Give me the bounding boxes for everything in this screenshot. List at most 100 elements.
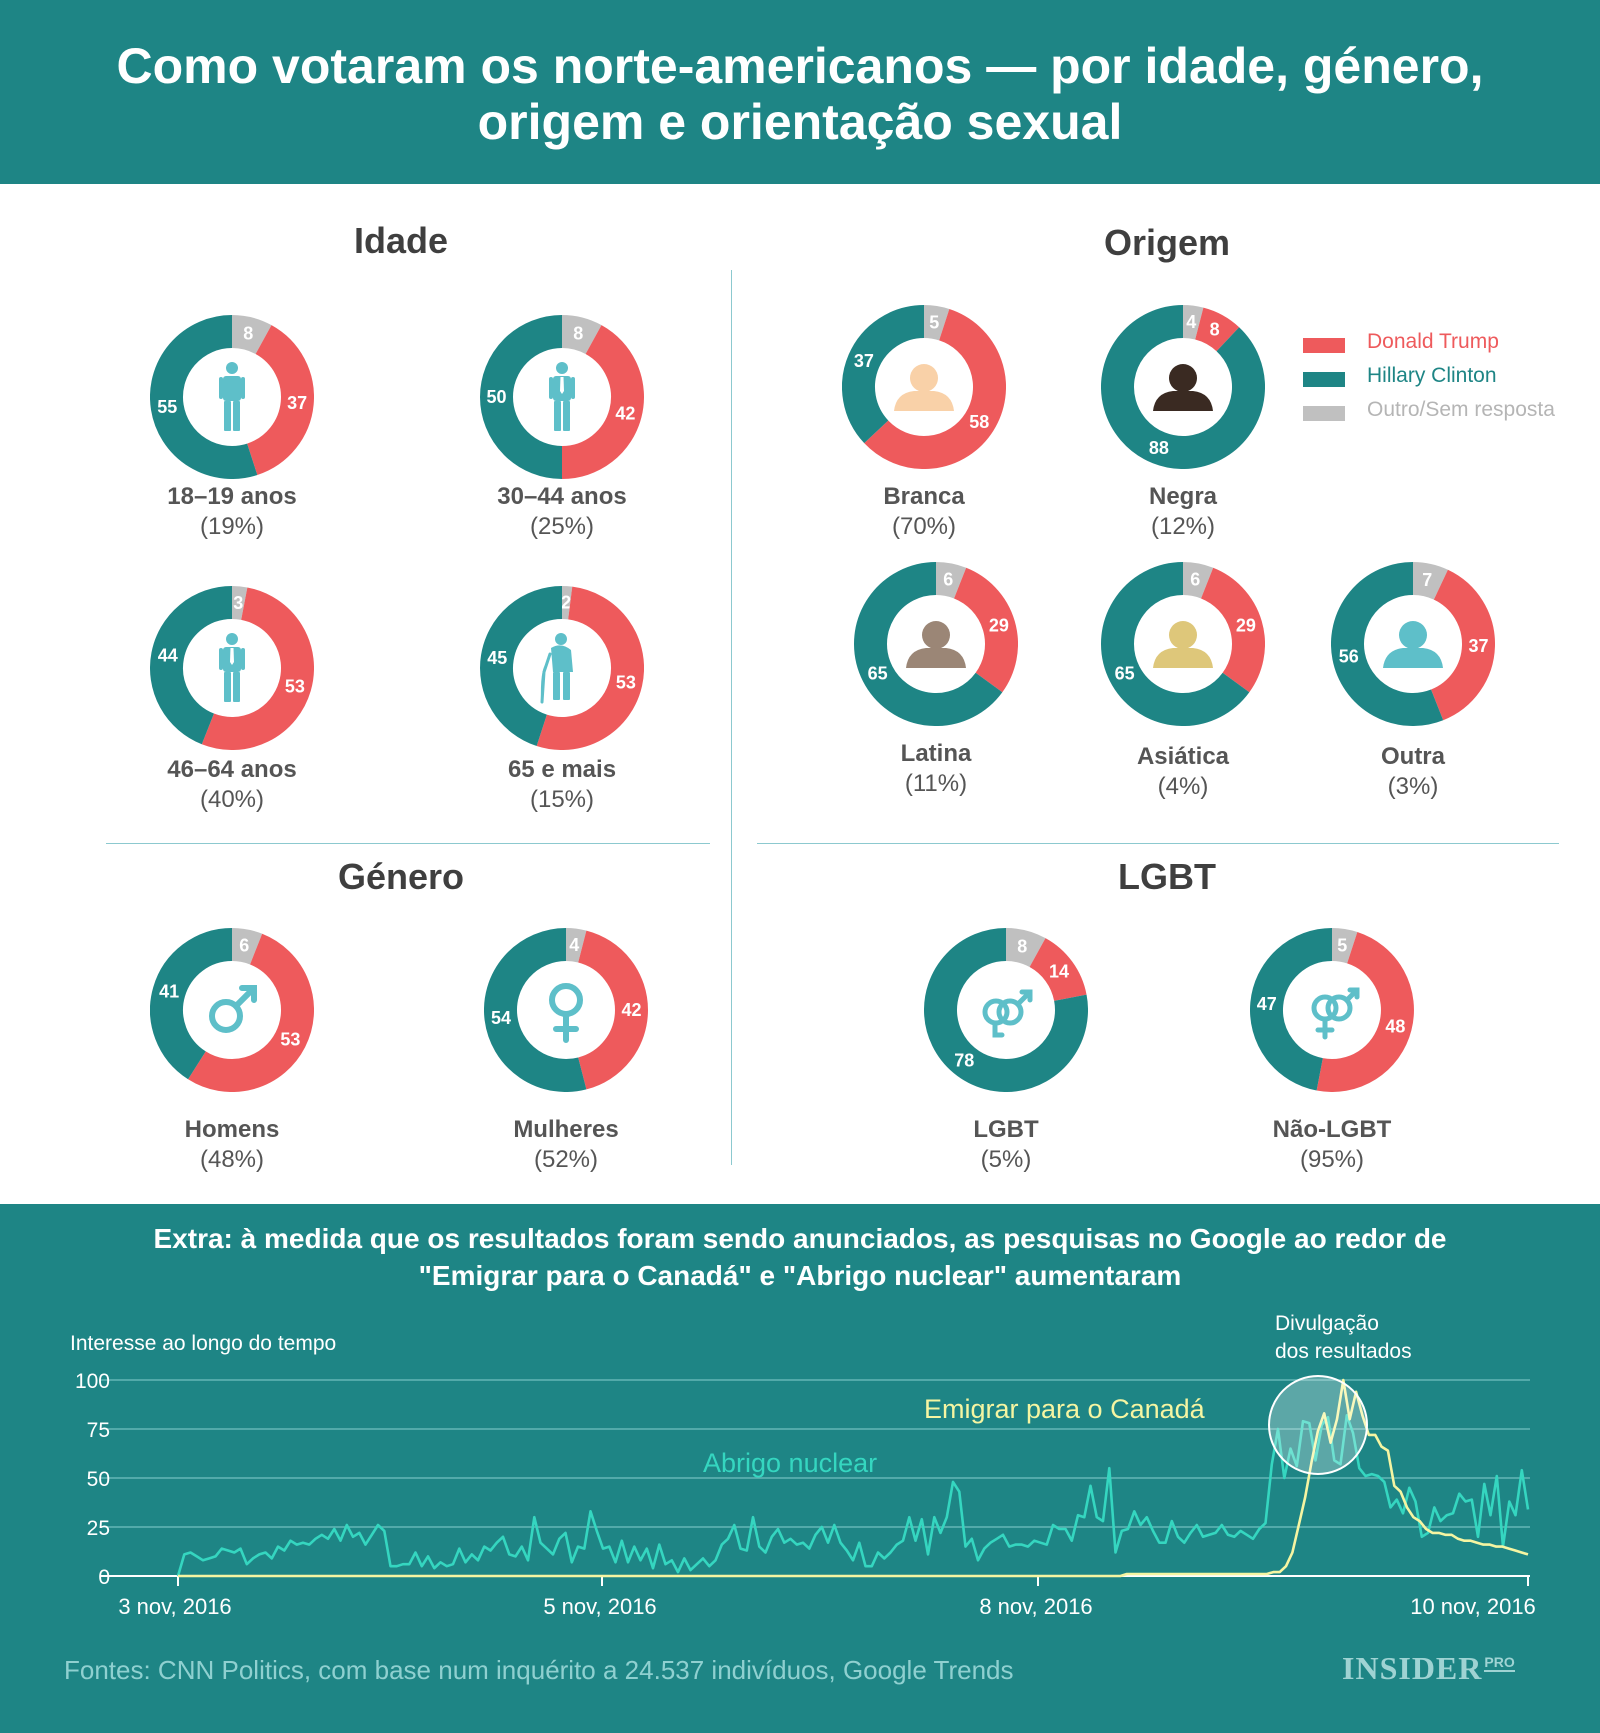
slice-clinton [924, 928, 1088, 1092]
value-clinton: 65 [1115, 664, 1135, 684]
donut-a4: 2 53 45 [480, 586, 644, 750]
value-clinton: 56 [1339, 646, 1359, 666]
group-share: (19%) [199, 513, 265, 540]
results-annotation: Divulgação dos resultados [1275, 1312, 1412, 1363]
group-share: (48%) [199, 1146, 265, 1173]
value-trump: 29 [989, 616, 1009, 636]
donut-a2: 8 42 50 [480, 315, 644, 479]
value-trump: 37 [287, 393, 307, 413]
y-tick-label: 25 [87, 1517, 110, 1540]
donut-label-a2: 30–44 anos (25%) [442, 482, 682, 542]
group-name: LGBT [973, 1116, 1039, 1143]
slice-clinton [842, 305, 925, 444]
elderly-person-cane-icon [540, 633, 573, 704]
insider-pro-logo: INSIDER PRO [1342, 1650, 1515, 1687]
value-clinton: 37 [854, 351, 874, 371]
section-title-age: Idade [353, 220, 449, 261]
sources-note: Fontes: CNN Politics, com base num inqué… [64, 1655, 1014, 1685]
group-name: Não-LGBT [1272, 1116, 1392, 1143]
value-other: 8 [243, 324, 253, 344]
value-trump: 29 [1236, 616, 1256, 636]
y-tick-label: 100 [75, 1370, 110, 1393]
line-abrigo-nuclear [176, 1414, 1530, 1577]
slice-clinton [1101, 305, 1265, 469]
male-symbol-icon [209, 985, 257, 1033]
y-axis-label: Interesse ao longo do tempo [70, 1332, 336, 1355]
legend-swatch-clinton [1303, 372, 1345, 387]
group-share: (4%) [1157, 773, 1209, 800]
logo-text: INSIDER [1342, 1650, 1483, 1686]
value-clinton: 44 [158, 646, 178, 666]
middle-aged-person-icon [219, 633, 245, 702]
donut-g1: 6 53 41 [150, 928, 314, 1092]
slice-clinton [854, 562, 1003, 726]
donut-a1: 8 37 55 [150, 315, 314, 479]
donut-o4: 6 29 65 [1101, 562, 1265, 726]
horizontal-divider-left [106, 843, 710, 844]
value-clinton: 65 [868, 664, 888, 684]
value-other: 4 [569, 935, 579, 955]
y-tick-label: 50 [87, 1468, 110, 1491]
person-bust-icon [1153, 364, 1213, 411]
value-trump: 58 [969, 412, 989, 432]
slice-other [561, 315, 602, 355]
value-other: 3 [233, 593, 243, 613]
trends-chart: 100 75 50 25 0 3 nov, 2016 5 nov, 2016 8 nov, 2… [70, 1312, 1536, 1619]
donut-label-o3: Latina (11%) [816, 739, 1056, 799]
trends-title: Extra: à medida que os resultados foram … [153, 1223, 1447, 1291]
value-clinton: 47 [1257, 994, 1277, 1014]
value-trump: 14 [1049, 962, 1069, 982]
slice-trump [1200, 567, 1265, 693]
donut-g2: 4 42 54 [484, 928, 648, 1092]
section-title-lgbt: LGBT [1118, 856, 1216, 897]
group-name: Branca [883, 483, 965, 510]
page-title: Como votaram os norte-americanos — por i… [116, 38, 1484, 150]
two-male-symbols-icon [982, 989, 1033, 1038]
slice-trump [864, 309, 1006, 469]
donut-label-l2: Não-LGBT (95%) [1212, 1115, 1452, 1175]
slice-trump [577, 930, 648, 1090]
slice-trump [1194, 307, 1240, 352]
person-bust-icon [1383, 621, 1443, 668]
y-tick-label: 0 [98, 1566, 110, 1589]
value-trump: 42 [621, 1000, 641, 1020]
group-share: (3%) [1387, 773, 1439, 800]
group-name: 30–44 anos [497, 483, 627, 510]
value-clinton: 78 [954, 1051, 974, 1071]
person-bust-icon [1153, 621, 1213, 668]
slice-other [923, 305, 950, 341]
donut-o1: 5 58 37 [842, 305, 1006, 469]
legend-swatch-other [1303, 406, 1345, 421]
group-share: (40%) [199, 786, 265, 813]
slice-other [565, 928, 587, 963]
female-symbol-icon [549, 983, 583, 1043]
donut-label-a3: 46–64 anos (40%) [112, 755, 352, 815]
donut-label-l1: LGBT (5%) [886, 1115, 1126, 1175]
donut-o2: 4 8 88 [1101, 305, 1265, 469]
slice-clinton [480, 315, 563, 479]
value-other: 6 [1190, 570, 1200, 590]
legend-label-clinton: Hillary Clinton [1367, 364, 1497, 387]
slice-other [231, 315, 272, 355]
group-name: Outra [1380, 743, 1445, 770]
value-trump: 53 [616, 672, 636, 692]
value-clinton: 88 [1149, 438, 1169, 458]
person-bust-icon [894, 364, 954, 411]
value-clinton: 45 [487, 648, 507, 668]
group-share: (25%) [529, 513, 595, 540]
value-other: 7 [1422, 570, 1432, 590]
male-female-symbols-icon [1311, 987, 1360, 1040]
slice-other [1182, 305, 1204, 340]
group-share: (70%) [891, 513, 957, 540]
donut-label-o4: Asiática (4%) [1063, 742, 1303, 802]
section-title-origin: Origem [1103, 222, 1231, 263]
slice-other [231, 928, 263, 965]
value-clinton: 41 [159, 982, 179, 1002]
value-other: 5 [1337, 935, 1347, 955]
donut-label-o5: Outra (3%) [1293, 742, 1533, 802]
donut-l2: 5 48 47 [1250, 928, 1414, 1092]
x-tick-label: 8 nov, 2016 [979, 1594, 1092, 1619]
donut-label-g1: Homens (48%) [112, 1115, 352, 1175]
slice-clinton [1101, 562, 1250, 726]
slice-other [231, 586, 248, 620]
